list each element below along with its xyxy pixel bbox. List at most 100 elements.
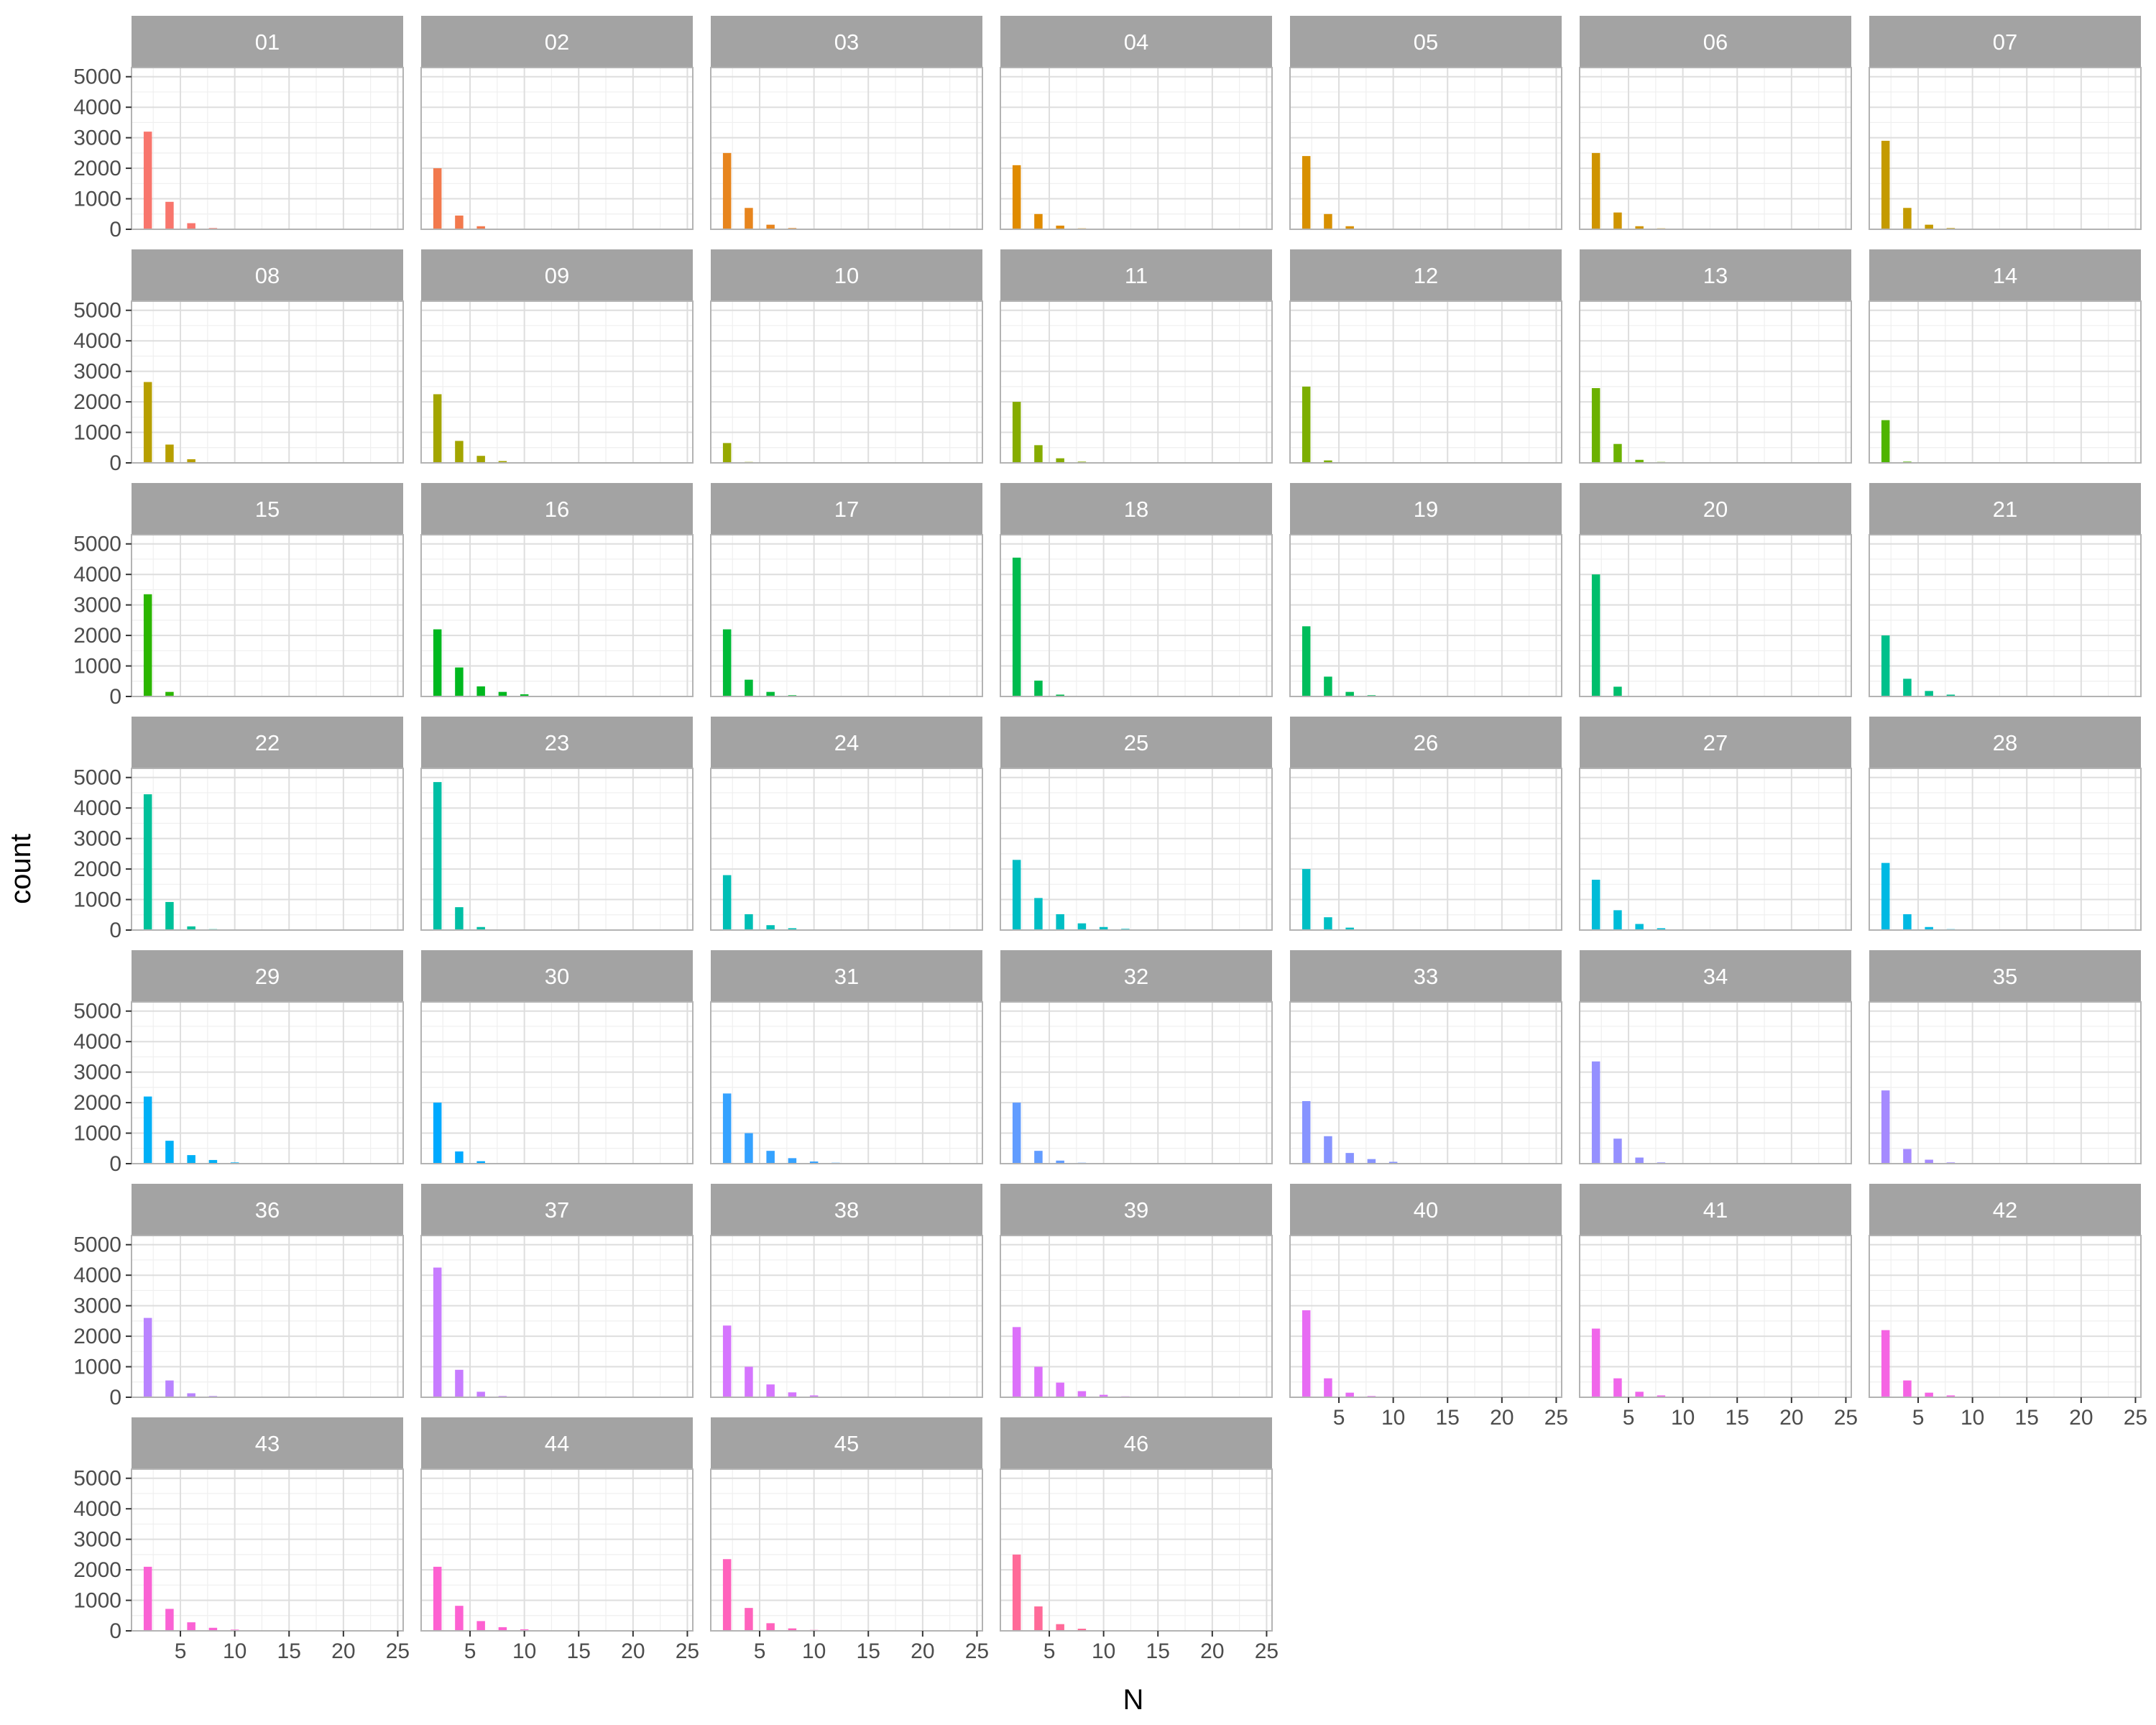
bar [745, 914, 753, 930]
facet-panel: 38 [710, 1184, 983, 1398]
x-tick-label: 5 [1623, 1406, 1635, 1430]
bar [476, 226, 485, 229]
panel-border [1000, 300, 1273, 464]
x-tick-label: 5 [175, 1639, 187, 1663]
bar [1613, 212, 1622, 229]
bar [1613, 443, 1622, 463]
facet-panel: 33 [1289, 950, 1562, 1164]
bar [722, 629, 732, 696]
bar [165, 201, 174, 229]
facet-panel: 17 [710, 483, 983, 697]
bar [1388, 1162, 1398, 1164]
facet-strip [1869, 1184, 2141, 1236]
x-tick-label: 15 [857, 1639, 880, 1663]
panel-border [710, 1001, 983, 1164]
bar [1056, 694, 1064, 696]
panel-border [1869, 67, 2142, 230]
bar [1056, 225, 1064, 229]
facet-strip [421, 717, 693, 768]
bar [1324, 460, 1332, 463]
bar [476, 1161, 485, 1164]
panel-border [1289, 768, 1562, 931]
facet-panel: 43 0 1000 2000 3000 4000 5000 5 10 15 20 25 [73, 1417, 410, 1663]
bar [455, 907, 464, 930]
facet-panel: 27 [1579, 717, 1852, 931]
facet-strip [132, 1184, 403, 1236]
panel-border [420, 768, 694, 931]
x-tick-label: 20 [1200, 1639, 1224, 1663]
bar [1925, 224, 1933, 229]
panel-border [1289, 67, 1562, 230]
x-tick-label: 5 [754, 1639, 766, 1663]
x-tick-label: 25 [1834, 1406, 1858, 1430]
facet-strip-label: 09 [545, 263, 569, 288]
facet-strip [1580, 950, 1851, 1002]
facet-panel: 07 [1869, 16, 2142, 230]
facet-panel: 46 5 10 15 20 25 [1000, 1417, 1279, 1663]
facet-panel: 19 [1289, 483, 1562, 697]
bar [745, 679, 753, 696]
y-tick-label: 4000 [73, 329, 121, 353]
x-tick-label: 10 [223, 1639, 247, 1663]
panel-border [1579, 1001, 1852, 1164]
panel-border [1579, 768, 1852, 931]
bar [1881, 420, 1890, 463]
y-tick-label: 1000 [73, 1122, 121, 1146]
panel-border [1579, 67, 1852, 230]
bar [143, 132, 152, 229]
x-tick-label: 15 [277, 1639, 301, 1663]
bar [1034, 1151, 1043, 1164]
bar [520, 694, 529, 696]
facet-strip-label: 25 [1124, 730, 1148, 755]
bar [165, 1141, 174, 1164]
facet-strip-label: 42 [1993, 1197, 2017, 1223]
y-tick-label: 4000 [73, 563, 121, 586]
facet-strip-label: 12 [1414, 263, 1438, 288]
bar [722, 1325, 732, 1397]
panel-border [420, 67, 694, 230]
facet-panel: 28 [1869, 717, 2142, 931]
bar [476, 926, 485, 930]
bar [1881, 1090, 1890, 1164]
y-tick-label: 4000 [73, 1264, 121, 1287]
facet-strip [1580, 249, 1851, 301]
bar [1925, 1392, 1933, 1397]
facet-panel: 12 [1289, 249, 1562, 464]
facet-strip-label: 22 [255, 730, 280, 755]
bar [1012, 557, 1021, 696]
bar [433, 394, 442, 463]
facet-strip-label: 16 [545, 497, 569, 522]
facet-strip [421, 483, 693, 535]
bar [766, 925, 775, 930]
bar [1591, 1061, 1600, 1164]
bar [143, 382, 152, 463]
bar [1881, 635, 1890, 696]
bar [1635, 226, 1644, 229]
bar [498, 691, 507, 696]
panel-border [1000, 768, 1273, 931]
bar [1345, 1153, 1354, 1164]
y-tick-label: 5000 [73, 65, 121, 89]
facet-panel: 08 0 1000 2000 3000 4000 5000 [73, 249, 404, 475]
x-tick-label: 10 [1092, 1639, 1115, 1663]
facet-strip [711, 16, 982, 68]
facet-strip [1000, 1417, 1272, 1469]
panel-border [1000, 1001, 1273, 1164]
facet-strip-label: 41 [1703, 1197, 1728, 1223]
facet-strip [1000, 16, 1272, 68]
bar [455, 1151, 464, 1164]
y-tick-label: 2000 [73, 857, 121, 881]
x-tick-label: 25 [965, 1639, 989, 1663]
facet-strip-label: 21 [1993, 497, 2017, 522]
x-tick-label: 25 [2124, 1406, 2147, 1430]
facet-strip [132, 717, 403, 768]
x-tick-label: 5 [1912, 1406, 1925, 1430]
facet-panel: 11 [1000, 249, 1273, 464]
facet-panel: 06 [1579, 16, 1852, 230]
facet-strip-label: 06 [1703, 29, 1728, 55]
bar [809, 1395, 819, 1397]
facet-panel: 39 [1000, 1184, 1273, 1398]
bar [1034, 213, 1043, 229]
bar [809, 1162, 819, 1164]
bar [187, 926, 195, 930]
